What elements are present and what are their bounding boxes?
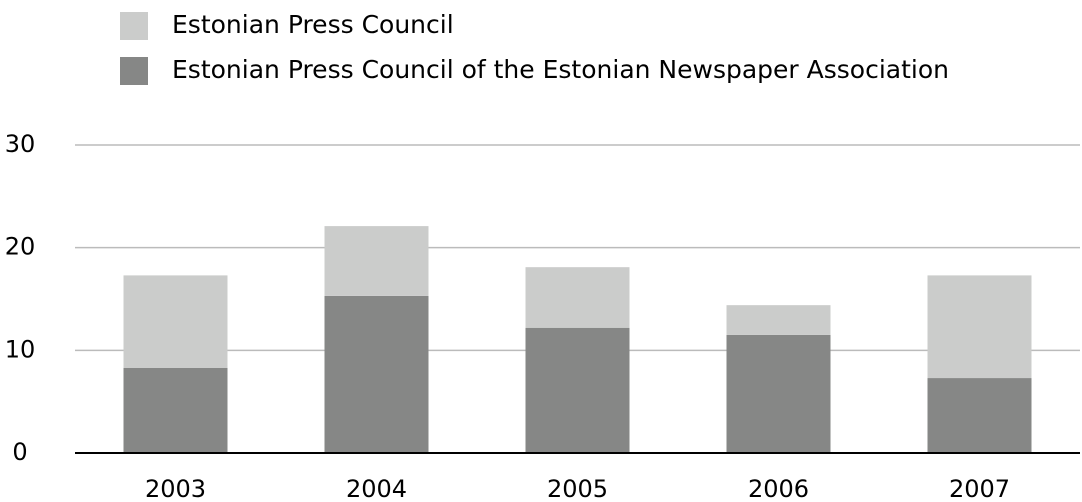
bar-segment	[324, 226, 429, 296]
x-tick-label: 2005	[547, 475, 608, 502]
bar-segment	[726, 305, 831, 335]
legend-swatch	[120, 57, 148, 85]
bar-segment	[123, 367, 228, 453]
legend-label: Estonian Press Council	[172, 10, 454, 39]
bar-segment	[525, 267, 630, 328]
bar-segment	[324, 295, 429, 453]
y-tick-label: 0	[12, 438, 27, 466]
legend-label: Estonian Press Council of the Estonian N…	[172, 55, 949, 84]
legend-swatch	[120, 12, 148, 40]
bar-segment	[726, 334, 831, 453]
y-tick-label: 10	[5, 335, 36, 363]
x-tick-label: 2003	[145, 475, 206, 502]
x-tick-label: 2007	[949, 475, 1010, 502]
bar-segment	[525, 327, 630, 453]
bar-segment	[927, 275, 1032, 379]
x-tick-label: 2004	[346, 475, 407, 502]
y-tick-label: 20	[5, 233, 36, 261]
y-tick-label: 30	[5, 130, 36, 158]
x-tick-label: 2006	[748, 475, 809, 502]
bar-segment	[927, 378, 1032, 453]
bar-segment	[123, 275, 228, 368]
